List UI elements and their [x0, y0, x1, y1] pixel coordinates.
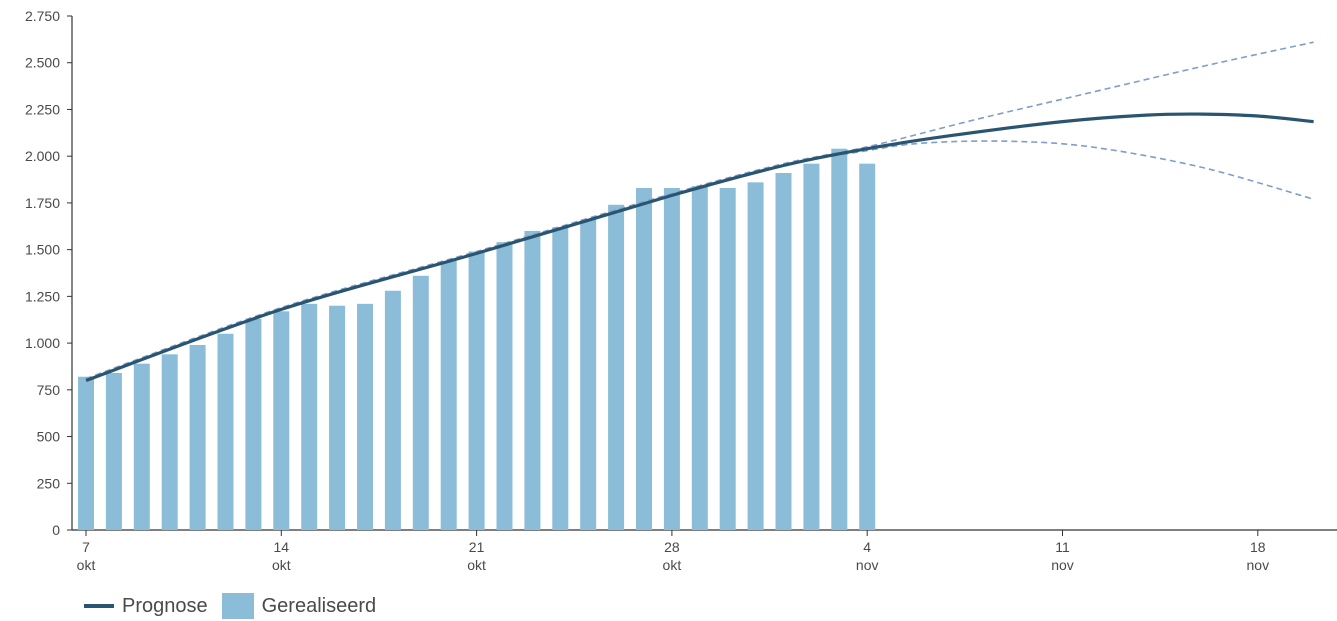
- y-tick-label: 2.750: [25, 8, 60, 24]
- bar-realized: [775, 173, 792, 530]
- x-tick-label-month: okt: [467, 557, 486, 573]
- bar-realized: [552, 227, 569, 530]
- bar-realized: [189, 344, 206, 530]
- bar-realized: [273, 311, 290, 530]
- bar-realized: [859, 163, 876, 530]
- x-tick-label-month: okt: [272, 557, 291, 573]
- bar-realized: [468, 251, 485, 531]
- bar-realized: [608, 204, 625, 530]
- bar-realized: [412, 275, 429, 530]
- bar-realized: [357, 303, 373, 530]
- x-tick-label-day: 14: [274, 539, 290, 555]
- bar-realized: [719, 187, 736, 530]
- x-axis: 7 okt 14 okt 21 okt 28 okt 4 nov 11 nov 18 nov: [72, 529, 1337, 573]
- bar-realized: [580, 219, 597, 531]
- y-tick-label: 750: [37, 382, 61, 398]
- legend-item-realized: Gerealiseerd: [221, 593, 377, 619]
- legend-swatch-realized: [221, 593, 254, 619]
- bar-realized: [217, 333, 234, 530]
- bar-realized: [78, 376, 94, 530]
- bar-realized: [831, 148, 848, 531]
- bar-realized: [245, 318, 262, 530]
- x-tick-label-month: nov: [1247, 557, 1270, 573]
- x-tick-label-day: 11: [1055, 539, 1070, 555]
- bar-realized: [329, 305, 346, 530]
- x-tick-label-day: 21: [469, 539, 485, 555]
- x-tick-label-day: 7: [82, 539, 90, 555]
- chart-canvas: 0 250 500 750 1.000 1.250 1.500 1.750 2.000 2.250…: [25, 8, 1337, 573]
- legend-label-realized: Gerealiseerd: [261, 594, 377, 617]
- bar-realized: [384, 290, 401, 530]
- legend-label-forecast: Prognose: [122, 594, 208, 617]
- bar-realized: [440, 260, 457, 530]
- line-upper-bound: [85, 41, 1314, 380]
- bar-realized: [301, 303, 318, 530]
- bar-realized: [133, 363, 150, 530]
- y-tick-label: 1.500: [25, 242, 60, 258]
- bar-realized: [663, 187, 680, 530]
- x-tick-label-day: 18: [1250, 539, 1266, 555]
- legend-swatch-forecast: [84, 604, 114, 608]
- bar-realized: [691, 186, 708, 530]
- y-tick-label: 1.750: [25, 195, 60, 211]
- realized-bars: [78, 148, 876, 531]
- x-tick-label-day: 28: [664, 539, 680, 555]
- x-tick-label-month: nov: [856, 557, 879, 573]
- legend-item-forecast: Prognose: [84, 595, 208, 618]
- legend: Prognose Gerealiseerd: [84, 592, 390, 620]
- bar-realized: [524, 230, 541, 531]
- y-tick-label: 2.250: [25, 101, 60, 117]
- line-forecast: [85, 112, 1314, 383]
- bar-realized: [161, 354, 178, 530]
- x-tick-label-month: okt: [77, 557, 96, 573]
- y-tick-label: 500: [37, 429, 61, 445]
- y-tick-label: 1.000: [25, 335, 60, 351]
- y-tick-label: 250: [37, 475, 61, 491]
- y-tick-label: 2.500: [25, 55, 60, 71]
- x-tick-label-day: 4: [863, 539, 871, 555]
- bar-realized: [636, 187, 652, 530]
- bar-realized: [747, 182, 764, 530]
- bar-realized: [496, 242, 513, 530]
- x-tick-label-month: okt: [663, 557, 682, 573]
- bar-realized: [803, 163, 820, 530]
- bar-realized: [105, 372, 122, 530]
- y-tick-label: 1.250: [25, 288, 60, 304]
- y-axis: 0 250 500 750 1.000 1.250 1.500 1.750 2.000 2.250…: [25, 8, 73, 538]
- y-tick-label: 0: [52, 522, 60, 538]
- y-tick-label: 2.000: [25, 148, 60, 164]
- forecast-lines: [85, 41, 1314, 383]
- x-tick-label-month: nov: [1051, 557, 1074, 573]
